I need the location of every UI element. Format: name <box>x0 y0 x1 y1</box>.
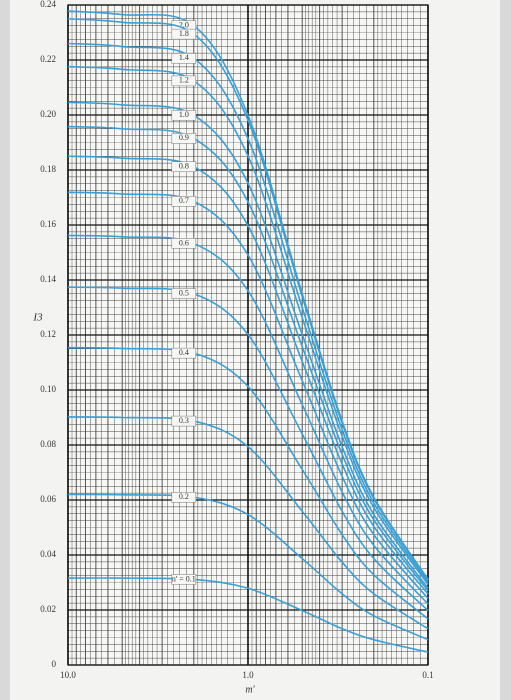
series-label: 0.9 <box>179 133 189 142</box>
series-label: 1.8 <box>179 29 189 38</box>
y-tick-label: 0.18 <box>40 164 56 174</box>
x-tick-label: 0.1 <box>422 670 433 680</box>
y-tick-label: 0.02 <box>40 604 56 614</box>
y-tick-label: 0.22 <box>40 54 56 64</box>
series-label: 1.4 <box>179 53 189 62</box>
curve <box>67 101 429 589</box>
series-label-box <box>171 161 197 172</box>
series-label: 0.3 <box>179 416 189 425</box>
series-label: 0.6 <box>179 238 189 247</box>
curve <box>67 577 429 653</box>
x-tick-label: 10.0 <box>60 670 76 680</box>
series-label-box <box>171 75 197 87</box>
series-label: 0.2 <box>179 492 189 501</box>
curve <box>67 155 429 595</box>
series-label: 1.0 <box>179 110 189 119</box>
series-label-box <box>171 574 197 585</box>
series-label-box <box>171 288 197 299</box>
y-tick-label: 0.16 <box>40 219 56 229</box>
y-tick-label: 0.20 <box>40 109 56 119</box>
y-tick-label: 0.12 <box>40 329 56 339</box>
y-tick-label: 0.24 <box>40 0 56 9</box>
y-tick-label: 0.08 <box>40 439 56 449</box>
curve <box>67 416 429 630</box>
curve <box>67 493 429 641</box>
y-tick-label: 0.06 <box>40 494 56 504</box>
x-tick-label: 1.0 <box>242 670 254 680</box>
y-tick-label: 0.04 <box>40 549 56 559</box>
curve <box>67 17 429 581</box>
series-label: 0.5 <box>179 289 189 298</box>
y-axis-label: I3 <box>32 312 43 324</box>
series-label-box <box>171 415 197 427</box>
y-tick-label: 0.10 <box>40 384 56 394</box>
x-axis-label: m' <box>245 684 255 695</box>
series-label: 0.4 <box>179 348 189 357</box>
series-label-box <box>171 53 197 64</box>
series-label-box <box>171 492 197 503</box>
y-tick-label: 0 <box>52 659 57 669</box>
y-tick-label: 0.14 <box>40 274 56 284</box>
series-label: 0.7 <box>179 196 189 205</box>
series-label-box <box>171 238 197 249</box>
series-label: 2.0 <box>179 20 189 29</box>
series-label-box <box>171 110 197 121</box>
curve <box>67 65 429 585</box>
curve <box>67 125 429 592</box>
series-label: 1.2 <box>179 76 189 85</box>
series-label-box <box>171 28 197 40</box>
curve <box>67 42 429 583</box>
series-label-box <box>171 196 197 207</box>
curve <box>67 286 429 612</box>
series-label-box <box>171 133 197 144</box>
curve <box>67 234 429 605</box>
series-label: n' = 0.1 <box>172 574 196 583</box>
series-label: 0.8 <box>179 162 189 171</box>
series-label-box <box>171 347 197 359</box>
curve <box>67 346 429 620</box>
curve <box>67 191 429 599</box>
